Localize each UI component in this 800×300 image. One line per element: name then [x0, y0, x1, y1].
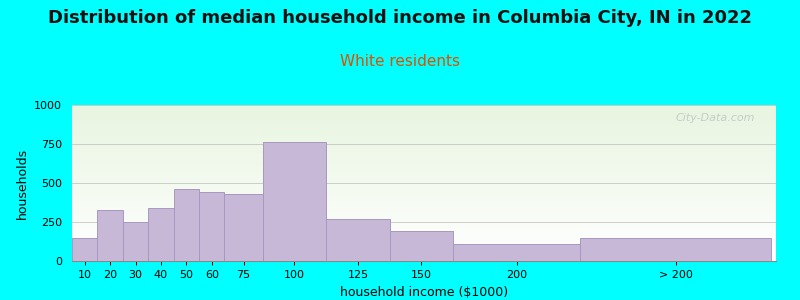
- Text: Distribution of median household income in Columbia City, IN in 2022: Distribution of median household income …: [48, 9, 752, 27]
- Bar: [225, 194, 262, 261]
- Bar: [174, 189, 199, 261]
- Text: White residents: White residents: [340, 54, 460, 69]
- Bar: [98, 210, 123, 261]
- Bar: [72, 238, 98, 261]
- Bar: [326, 219, 390, 261]
- Bar: [580, 238, 771, 261]
- Bar: [123, 222, 148, 261]
- Bar: [262, 142, 326, 261]
- Y-axis label: households: households: [16, 147, 29, 219]
- Bar: [454, 244, 580, 261]
- Bar: [390, 231, 454, 261]
- Bar: [199, 192, 225, 261]
- Text: City-Data.com: City-Data.com: [675, 113, 755, 123]
- Bar: [148, 208, 174, 261]
- X-axis label: household income ($1000): household income ($1000): [340, 286, 508, 298]
